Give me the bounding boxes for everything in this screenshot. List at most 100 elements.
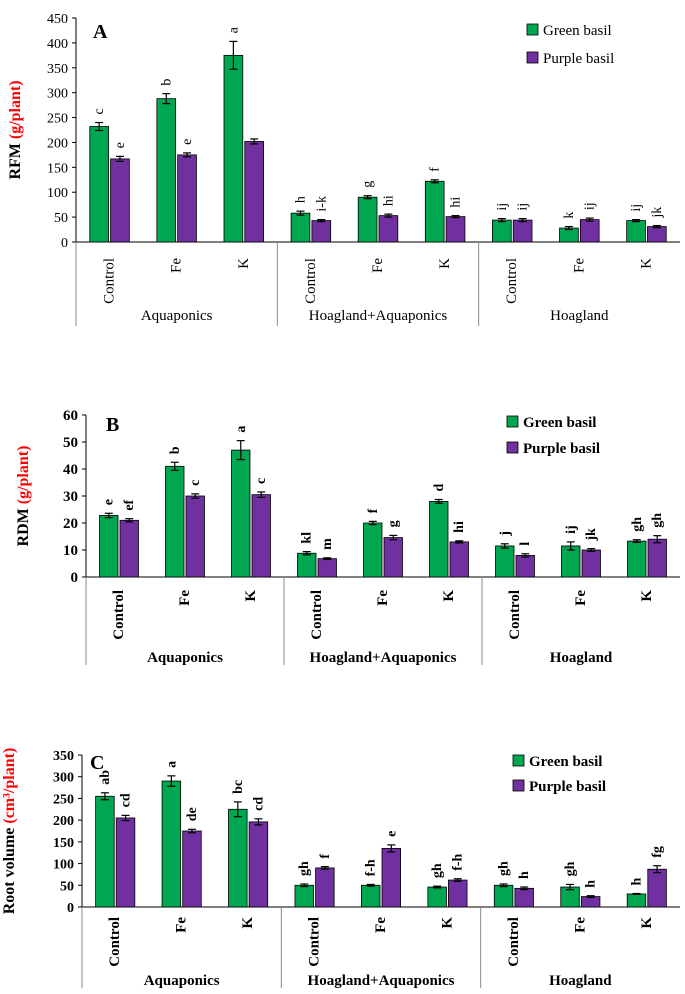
bar bbox=[89, 126, 109, 243]
significance-letter: l bbox=[518, 542, 533, 546]
significance-letter: f-h bbox=[364, 859, 379, 876]
x-tick-label: K bbox=[243, 590, 259, 602]
x-tick-label: Control bbox=[102, 258, 118, 304]
bar bbox=[244, 141, 264, 243]
bar bbox=[95, 795, 115, 908]
x-tick-label: Control bbox=[506, 917, 522, 967]
x-tick-label: Fe bbox=[571, 258, 587, 273]
bar bbox=[495, 545, 515, 578]
significance-letter: hi bbox=[452, 521, 467, 533]
bar bbox=[290, 212, 311, 243]
x-tick-label: Fe bbox=[169, 258, 185, 273]
significance-letter: g bbox=[361, 181, 376, 188]
significance-letter: j bbox=[498, 531, 513, 537]
x-tick-label: K bbox=[639, 917, 655, 929]
significance-letter: hi bbox=[381, 195, 396, 206]
significance-letter: m bbox=[320, 538, 335, 550]
y-tick-label: 0 bbox=[61, 236, 68, 251]
bar bbox=[427, 886, 447, 908]
significance-letter: e bbox=[384, 831, 399, 837]
x-tick-label: K bbox=[236, 258, 252, 269]
chart-rdm: 0 10 20 30 40 50 60 RDM (g/plant) Be b a kl f d j ij gh e… bbox=[15, 408, 680, 666]
significance-letter: bc bbox=[231, 780, 246, 794]
y-tick-label: 200 bbox=[53, 814, 74, 829]
y-axis-label-unit: (cm³/plant) bbox=[1, 748, 18, 824]
bar bbox=[311, 220, 332, 243]
group-label: Aquaponics bbox=[141, 308, 213, 324]
y-tick-label: 50 bbox=[60, 879, 74, 894]
legend-swatch bbox=[512, 779, 525, 792]
y-axis-label-unit: (g/plant) bbox=[15, 446, 32, 505]
x-tick-label: K bbox=[240, 917, 256, 929]
significance-letter: i-k bbox=[314, 196, 329, 212]
panel-label: B bbox=[106, 414, 119, 436]
y-tick-label: 10 bbox=[63, 543, 78, 559]
bar bbox=[99, 515, 119, 578]
x-tick-label: Fe bbox=[573, 590, 589, 606]
bar bbox=[381, 847, 402, 908]
significance-letter: h bbox=[293, 196, 308, 203]
y-axis-label: Root volume (cm³/plant) bbox=[1, 748, 18, 915]
group-label: Hoagland+Aquaponics bbox=[309, 308, 448, 324]
y-tick-label: 60 bbox=[63, 408, 78, 424]
significance-letter: h bbox=[517, 871, 532, 879]
y-tick-label: 50 bbox=[54, 211, 68, 226]
bar bbox=[627, 540, 647, 578]
bar bbox=[110, 158, 130, 243]
legend-label: Purple basil bbox=[543, 51, 614, 67]
legend-label: Green basil bbox=[543, 23, 612, 39]
y-tick-label: 150 bbox=[47, 161, 68, 176]
bar bbox=[115, 817, 136, 908]
chart-root-volume: 0 50 100 150 200 250 300 350 Root volume (cm³/pl… bbox=[1, 748, 680, 989]
significance-letter: gh bbox=[297, 861, 312, 876]
y-tick-label: 100 bbox=[53, 858, 74, 873]
y-axis-label-main: Root volume bbox=[1, 824, 18, 915]
legend-label: Purple basil bbox=[529, 779, 606, 795]
significance-letter: ij bbox=[495, 203, 510, 211]
y-tick-label: 300 bbox=[53, 771, 74, 786]
chart-panel-c: 0 50 100 150 200 250 300 350 Root volume (cm³/pl… bbox=[0, 745, 685, 994]
bar bbox=[223, 54, 244, 243]
bar bbox=[294, 884, 314, 908]
significance-letter: f bbox=[428, 167, 443, 172]
bar bbox=[561, 545, 581, 578]
bar bbox=[156, 98, 177, 243]
significance-letter: e bbox=[180, 139, 195, 145]
bar bbox=[515, 554, 535, 578]
bar bbox=[185, 495, 205, 578]
bar bbox=[360, 884, 381, 908]
significance-letter: c bbox=[254, 478, 269, 484]
y-tick-label: 250 bbox=[53, 792, 74, 807]
x-tick-label: K bbox=[441, 590, 457, 602]
bar bbox=[647, 868, 667, 908]
significance-letter: ij bbox=[629, 204, 644, 212]
y-tick-label: 300 bbox=[47, 87, 68, 102]
bar bbox=[251, 494, 271, 578]
y-tick-label: 40 bbox=[63, 462, 78, 478]
x-tick-label: Control bbox=[504, 258, 520, 304]
bar bbox=[581, 549, 601, 578]
legend-swatch bbox=[506, 415, 519, 428]
x-tick-label: Fe bbox=[177, 590, 193, 606]
bar bbox=[231, 449, 251, 578]
y-tick-label: 0 bbox=[71, 570, 79, 586]
bar bbox=[182, 830, 202, 908]
significance-letter: b bbox=[159, 79, 174, 86]
y-tick-label: 450 bbox=[47, 12, 68, 27]
y-tick-label: 100 bbox=[47, 186, 68, 201]
y-tick-label: 250 bbox=[47, 112, 68, 127]
significance-letter: g bbox=[386, 520, 401, 527]
significance-letter: ab bbox=[98, 770, 113, 785]
y-axis-label: RFM (g/plant) bbox=[7, 80, 24, 179]
significance-letter: b bbox=[168, 446, 183, 454]
x-tick-label: Fe bbox=[375, 590, 391, 606]
bar bbox=[383, 537, 403, 578]
group-label: Hoagland bbox=[550, 650, 613, 666]
y-axis-label-unit: (g/plant) bbox=[7, 80, 24, 139]
bar bbox=[493, 884, 514, 908]
bar bbox=[424, 180, 445, 243]
significance-letter: jk bbox=[584, 528, 599, 542]
y-tick-label: 200 bbox=[47, 136, 68, 151]
significance-letter: gh bbox=[563, 861, 578, 876]
y-tick-label: 30 bbox=[63, 489, 78, 505]
